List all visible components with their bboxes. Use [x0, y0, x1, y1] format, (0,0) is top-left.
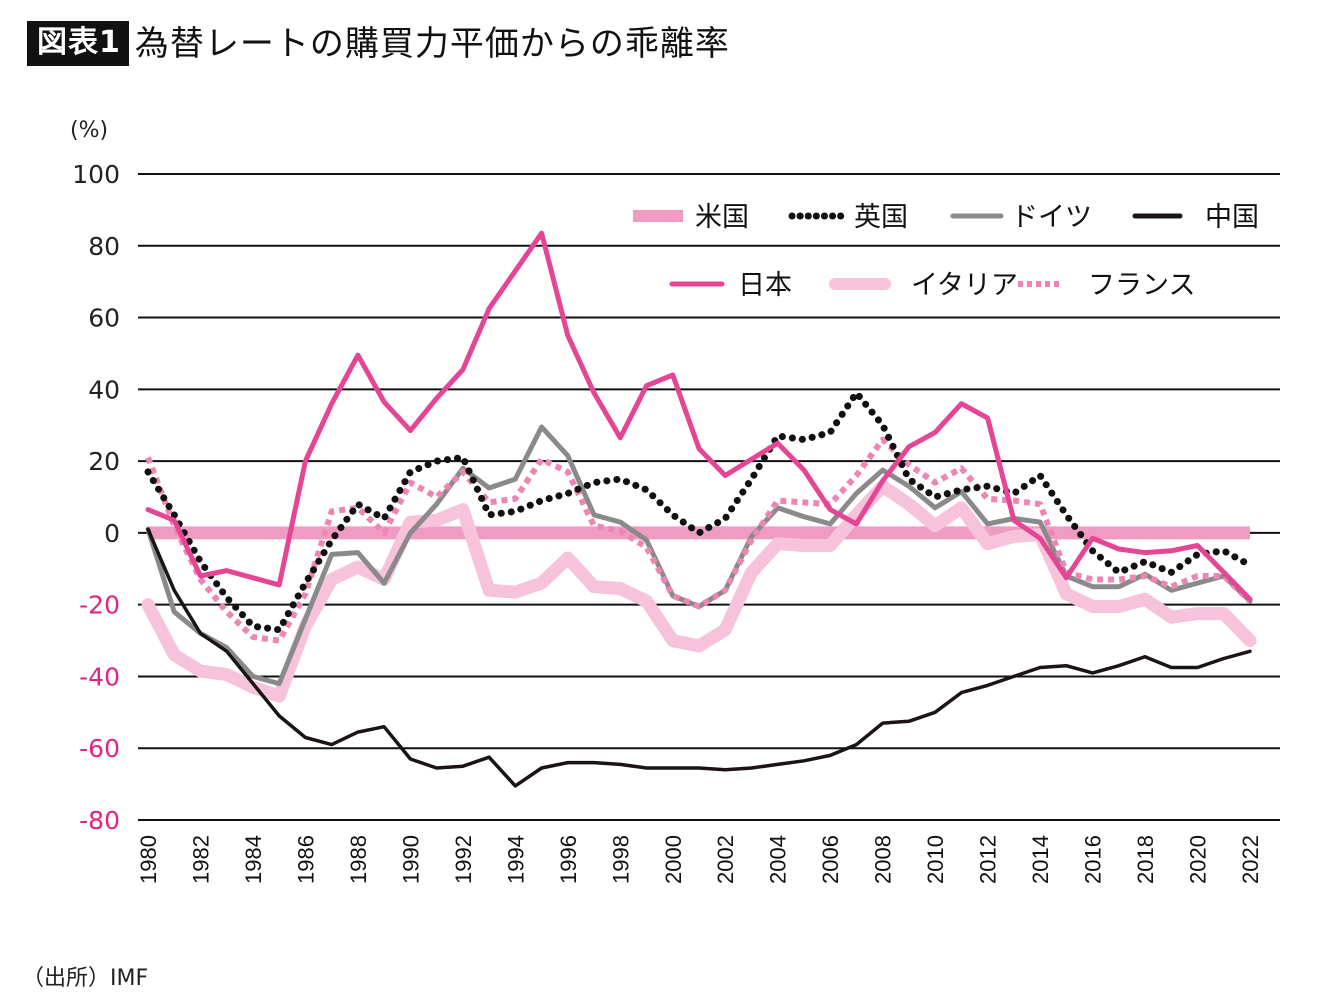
- y-tick-label: -40: [79, 662, 120, 691]
- y-axis-ticks: 100 80 60 40 20 0 -20 -40 -60 -80: [72, 160, 120, 835]
- y-axis-unit-label: (%): [70, 118, 109, 143]
- x-tick-label: 1992: [451, 835, 476, 884]
- x-tick-label: 1996: [556, 835, 581, 884]
- source-note: （出所）IMF: [22, 966, 149, 991]
- x-tick-label: 1982: [188, 835, 213, 884]
- chart-header: 図表1 為替レートの購買力平価からの乖離率: [27, 21, 730, 66]
- x-tick-label: 2006: [818, 835, 843, 884]
- series-line-italy: [141, 479, 1257, 703]
- legend-item-us: 米国: [633, 202, 749, 233]
- legend-label-uk: 英国: [854, 202, 908, 233]
- x-tick-label: 2016: [1081, 835, 1106, 884]
- x-tick-label: 2004: [766, 835, 791, 884]
- legend-item-germany: ドイツ: [950, 202, 1092, 233]
- legend-label-japan: 日本: [738, 270, 792, 301]
- legend-item-china: 中国: [1132, 202, 1259, 233]
- series-line-japan: [145, 230, 1253, 602]
- x-tick-label: 1998: [608, 835, 633, 884]
- x-tick-label: 2014: [1028, 835, 1053, 884]
- x-tick-label: 2018: [1133, 835, 1158, 884]
- y-tick-label: 40: [88, 375, 120, 404]
- legend-label-italy: イタリア: [911, 270, 1018, 301]
- y-tick-label: 20: [88, 447, 120, 476]
- series-line-france: [145, 436, 1253, 644]
- x-tick-label: 2008: [871, 835, 896, 884]
- x-tick-label: 2012: [976, 835, 1001, 884]
- y-tick-label: -80: [79, 806, 120, 835]
- x-tick-label: 1984: [241, 835, 266, 884]
- x-axis-ticks: 1980 1982 1984 1986 1988 1990 1992 1994 1996 1998…: [136, 835, 1263, 884]
- legend-item-italy: イタリア: [829, 270, 1018, 301]
- x-tick-label: 1990: [398, 835, 423, 884]
- y-tick-label: 80: [88, 232, 120, 261]
- x-tick-label: 2020: [1186, 835, 1211, 884]
- x-tick-label: 2010: [923, 835, 948, 884]
- y-tick-label: -60: [79, 734, 120, 763]
- x-tick-label: 2002: [713, 835, 738, 884]
- figure-badge: 図表1: [27, 21, 129, 66]
- legend-item-france: フランス: [1018, 270, 1195, 301]
- x-tick-label: 1986: [293, 835, 318, 884]
- legend-label-germany: ドイツ: [1011, 202, 1092, 233]
- chart-title: 為替レートの購買力平価からの乖離率: [134, 23, 730, 64]
- y-tick-label: 100: [72, 160, 120, 189]
- y-tick-label: 60: [88, 304, 120, 333]
- y-tick-label: 0: [104, 519, 120, 548]
- series-lines: [141, 230, 1257, 788]
- legend-label-china: 中国: [1205, 202, 1259, 233]
- series-line-uk: [144, 389, 1254, 634]
- x-tick-label: 2022: [1238, 835, 1263, 884]
- series-line-china: [146, 527, 1252, 788]
- legend-label-france: フランス: [1088, 270, 1195, 301]
- y-tick-label: -20: [79, 591, 120, 620]
- x-tick-label: 1994: [503, 835, 528, 884]
- x-tick-label: 1980: [136, 835, 161, 884]
- x-tick-label: 2000: [661, 835, 686, 884]
- legend-item-uk: 英国: [788, 202, 908, 233]
- x-tick-label: 1988: [346, 835, 371, 884]
- legend-item-japan: 日本: [669, 270, 792, 301]
- legend-label-us: 米国: [695, 202, 749, 233]
